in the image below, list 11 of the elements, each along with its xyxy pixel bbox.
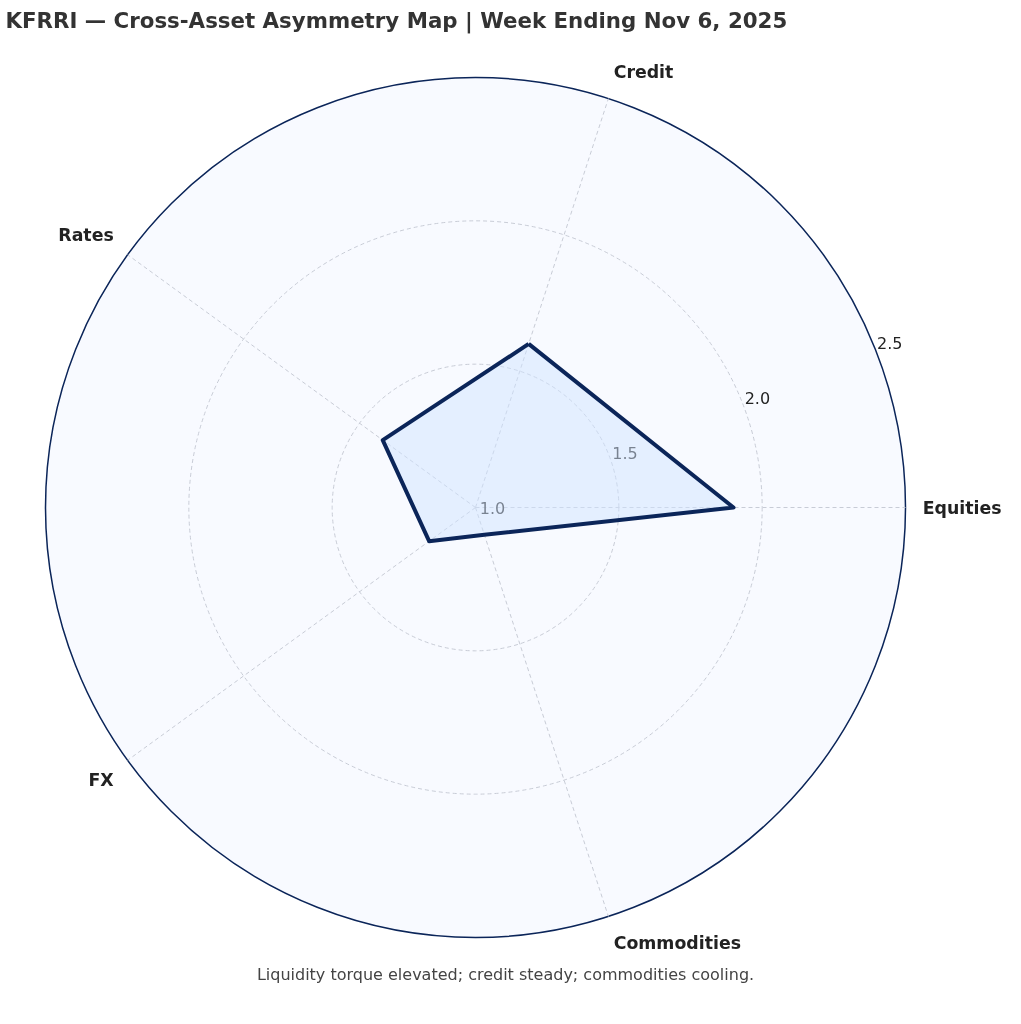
text: Liquidity torque elevated; credit steady; commodities cooling.	[256, 964, 755, 984]
spoke-label: FX	[88, 770, 115, 791]
chart-title: KFRRI — Cross-Asset Asymmetry Map | Week Ending Nov 6, 2025	[5, 7, 788, 34]
y-tick-label: 1.0	[479, 498, 506, 518]
spoke-label: Equities	[922, 497, 1002, 518]
y-tick-label: 2.5	[877, 333, 903, 353]
spoke-label: Rates	[58, 224, 114, 245]
spoke-label: Credit	[613, 62, 674, 83]
y-tick-label: 1.5	[612, 443, 638, 463]
spoke-label: Commodities	[613, 932, 741, 953]
y-tick-label: 2.0	[744, 388, 771, 408]
